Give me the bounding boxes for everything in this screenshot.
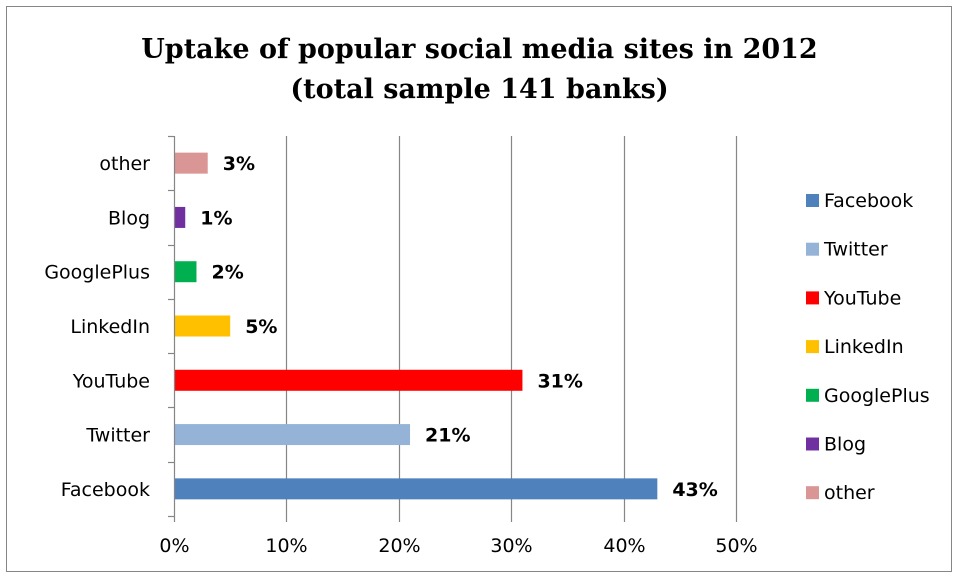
chart-title-line1: Uptake of popular social media sites in … [141, 34, 818, 65]
bar-blog [175, 206, 186, 228]
data-label: 3% [223, 153, 255, 175]
legend-entry: Facebook [824, 190, 913, 212]
legend: Facebook Twitter YouTube LinkedIn GooglePlus… [806, 190, 930, 504]
legend-swatch [806, 388, 819, 402]
bar-facebook [175, 478, 658, 500]
x-tick-label: 30% [490, 535, 532, 557]
legend-entry: GooglePlus [824, 385, 930, 407]
legend-swatch [806, 291, 819, 305]
bars [175, 152, 658, 500]
category-label: Facebook [61, 479, 150, 501]
legend-entry: YouTube [823, 287, 901, 309]
category-label: GooglePlus [44, 262, 150, 284]
x-tick-label: 0% [159, 535, 189, 557]
legend-swatch [806, 486, 819, 500]
bar-linkedin [175, 315, 231, 337]
chart-frame [6, 6, 952, 572]
category-label: other [99, 153, 150, 175]
data-label: 5% [245, 316, 277, 338]
x-tick-label: 50% [715, 535, 757, 557]
bar-twitter [175, 424, 411, 446]
legend-swatch [806, 242, 819, 256]
legend-entry: other [824, 482, 875, 504]
data-label: 2% [211, 262, 243, 284]
legend-swatch [806, 340, 819, 354]
labels: 0% 10% 20% 30% 40% 50% Facebook 43% Twitter 21% Yo… [44, 153, 757, 557]
category-label: Twitter [85, 425, 150, 447]
legend-entry: Blog [824, 434, 866, 456]
gridlines [285, 136, 738, 516]
category-label: YouTube [72, 370, 150, 392]
bar-googleplus [175, 261, 197, 283]
data-label: 21% [425, 425, 470, 447]
x-tick-label: 10% [265, 535, 307, 557]
data-label: 1% [200, 207, 232, 229]
bar-other [175, 152, 208, 174]
category-label: Blog [108, 207, 150, 229]
category-label: LinkedIn [70, 316, 150, 338]
legend-swatch [806, 437, 819, 451]
bar-youtube [175, 369, 523, 391]
chart-title: Uptake of popular social media sites in … [0, 30, 959, 110]
legend-swatch [806, 194, 819, 207]
data-label: 31% [537, 370, 582, 392]
legend-entry: LinkedIn [824, 336, 904, 358]
chart-subtitle: (total sample 141 banks) [290, 74, 669, 105]
axes [168, 135, 738, 522]
x-tick-label: 40% [603, 535, 645, 557]
legend-entry: Twitter [823, 239, 888, 261]
data-label: 43% [672, 479, 717, 501]
x-tick-label: 20% [378, 535, 420, 557]
